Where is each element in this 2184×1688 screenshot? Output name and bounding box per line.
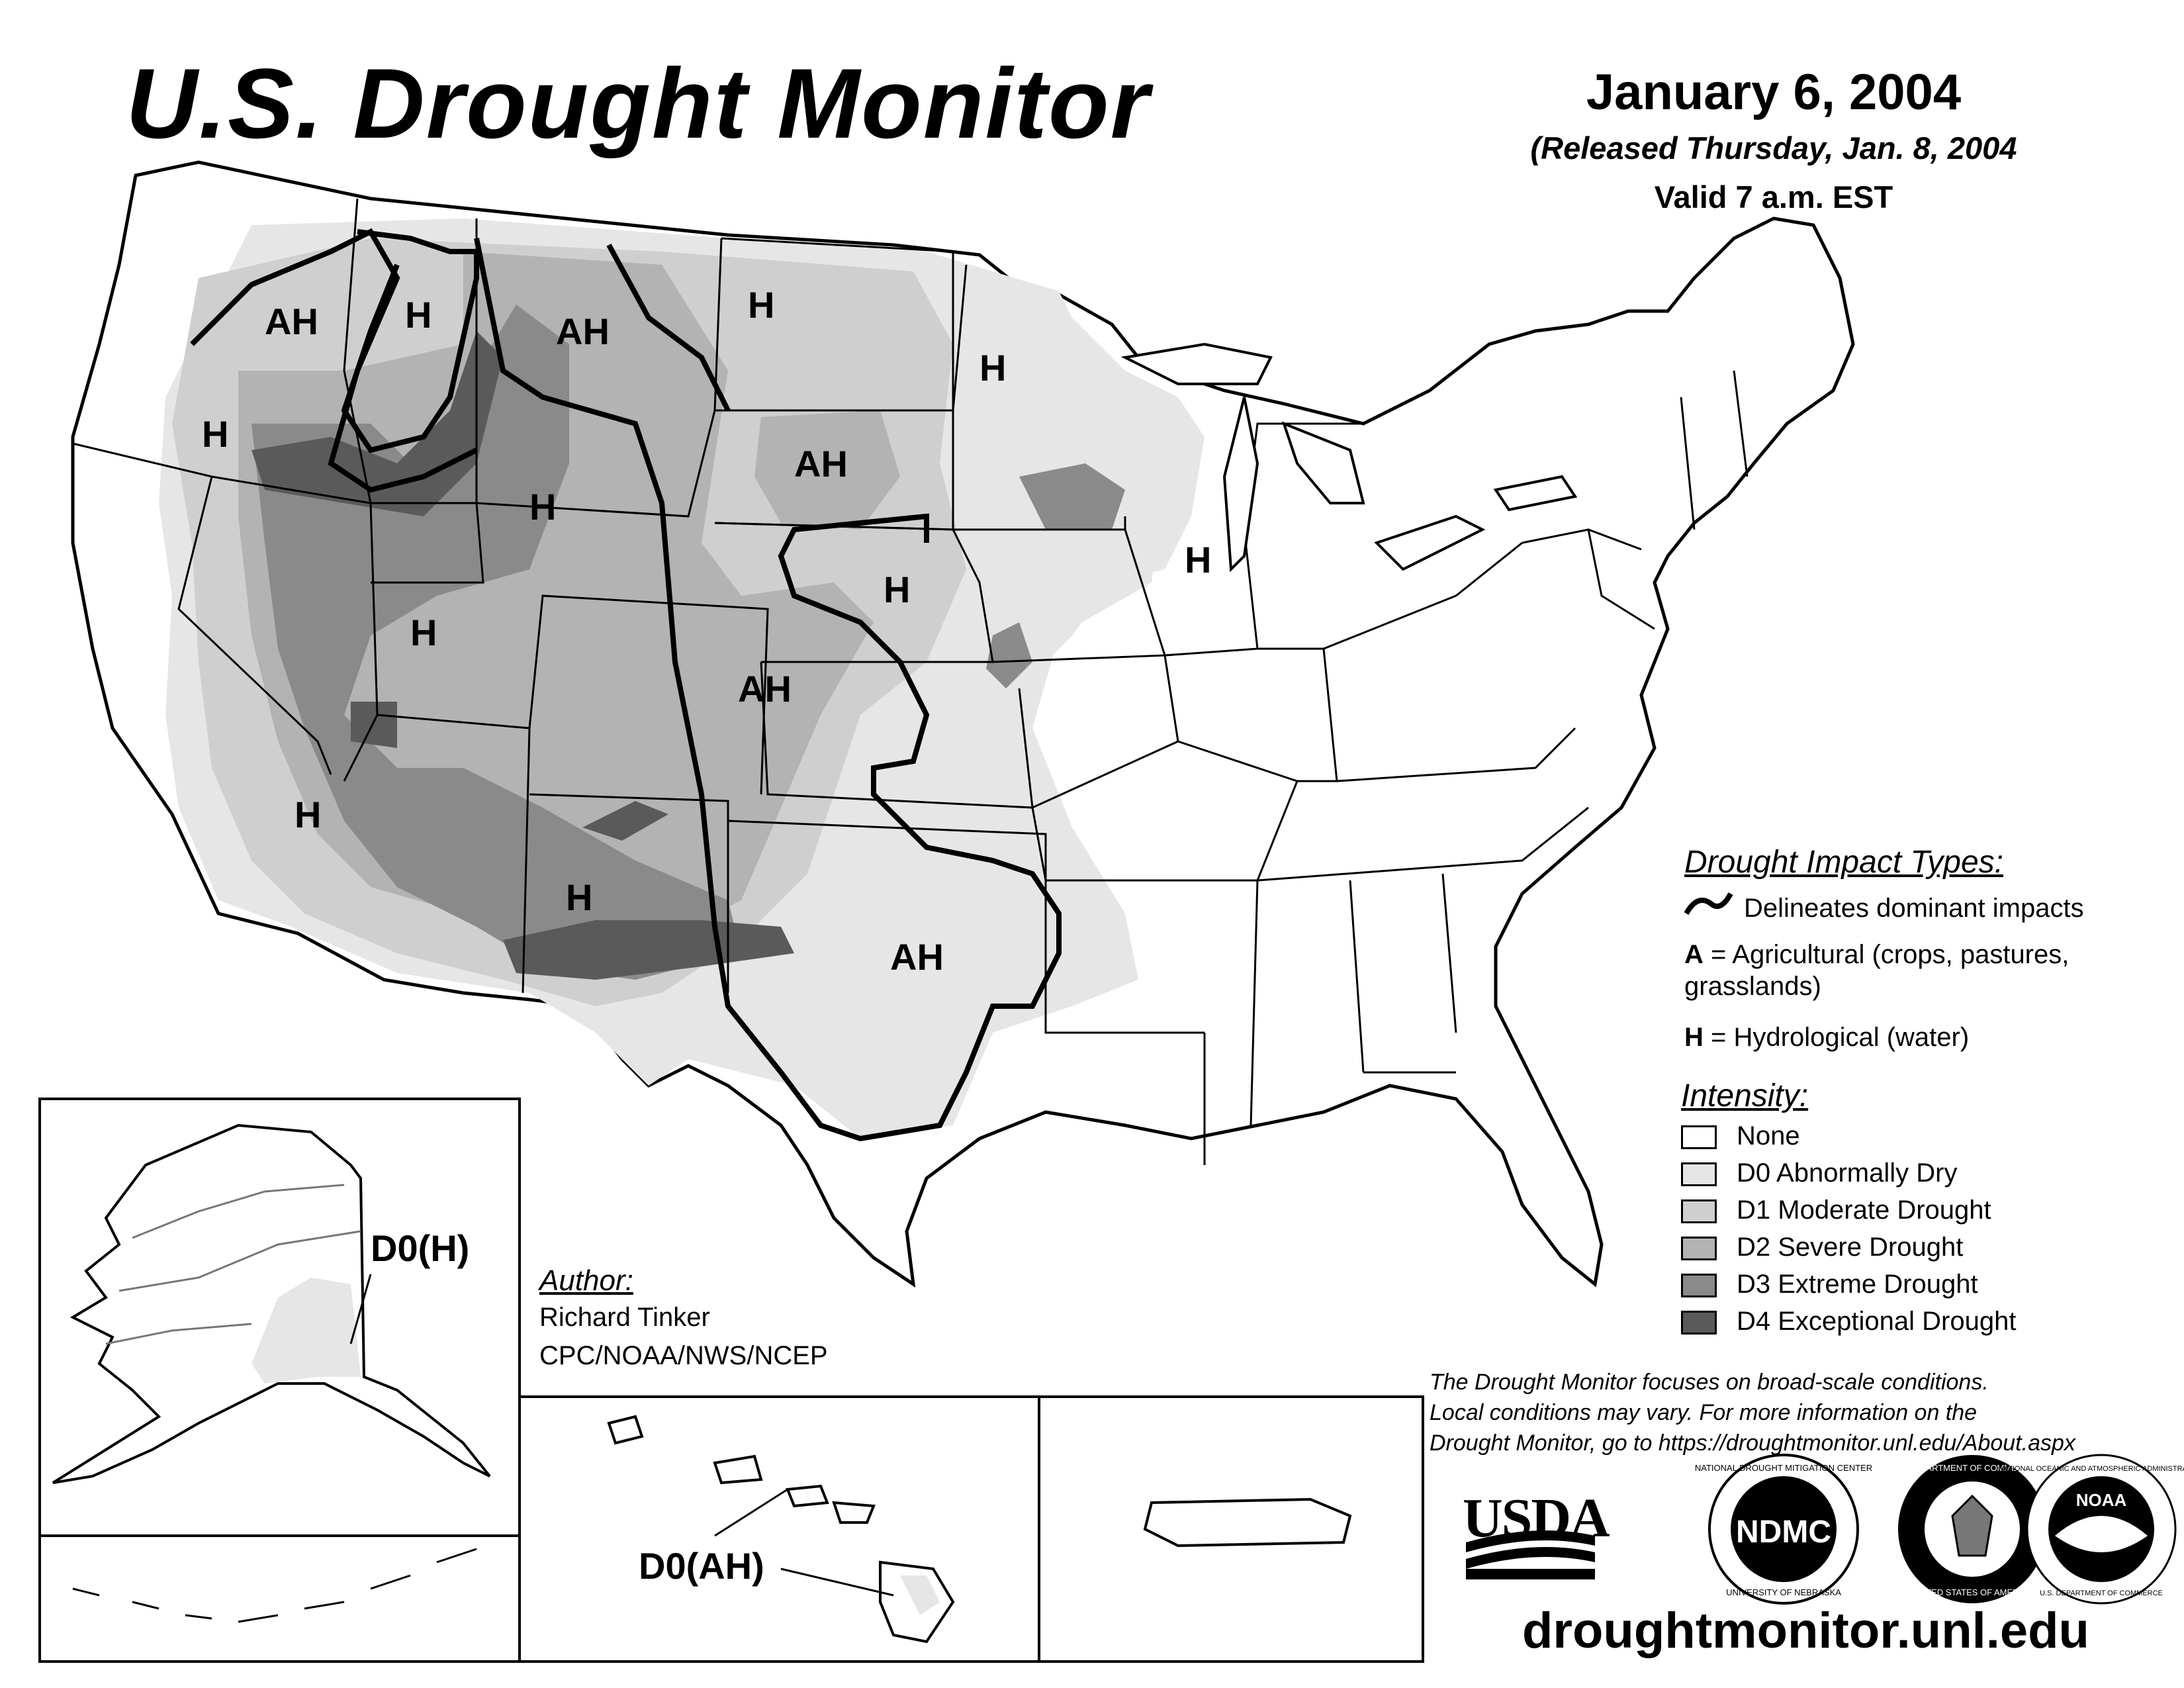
impact-boundary-lines	[190, 228, 1062, 1142]
impact-legend-hydrological: H = Hydrological (water)	[1684, 1023, 1969, 1053]
hawaii-leader-line-2	[780, 1568, 894, 1597]
disclaimer-line-1: The Drought Monitor focuses on broad-sca…	[1430, 1370, 1989, 1395]
impact-line-mt-nd	[606, 244, 731, 412]
intensity-swatch-2	[1681, 1199, 1717, 1223]
label-h-ut: H	[410, 612, 437, 653]
agricultural-text-2: grasslands)	[1684, 972, 1821, 1001]
author-org: CPC/NOAA/NWS/NCEP	[539, 1341, 828, 1370]
agricultural-key: A	[1684, 940, 1704, 969]
label-h-ca: H	[295, 794, 321, 835]
label-h-id: H	[405, 294, 432, 336]
impact-line-id-mt	[341, 229, 479, 453]
author-name: Richard Tinker	[539, 1303, 710, 1332]
ndmc-logo: NDMC NATIONAL DROUGHT MITIGATION CENTER …	[1695, 1454, 1872, 1605]
label-h-wi: H	[1185, 539, 1211, 581]
hydrological-key: H	[1684, 1023, 1704, 1052]
noaa-ring-top-text: NATIONAL OCEANIC AND ATMOSPHERIC ADMINIS…	[1999, 1465, 2184, 1473]
valid-time: Valid 7 a.m. EST	[1654, 179, 1893, 214]
alaska-shape	[52, 1123, 491, 1484]
intensity-label-1: D0 Abnormally Dry	[1737, 1158, 1958, 1188]
intensity-label-5: D4 Exceptional Drought	[1737, 1307, 2017, 1336]
intensity-label-0: None	[1737, 1121, 1800, 1150]
intensity-swatch-0	[1681, 1125, 1717, 1149]
intensity-swatch-4	[1681, 1274, 1717, 1297]
usda-logo-text: USDA	[1463, 1487, 1610, 1549]
map-title: U.S. Drought Monitor	[126, 48, 1151, 159]
label-h-nm: H	[566, 876, 592, 918]
map-date: January 6, 2004	[1586, 64, 1962, 120]
label-ah-wa: AH	[265, 301, 318, 342]
label-h-mn: H	[979, 347, 1006, 389]
d3-area-mn	[1019, 463, 1125, 530]
ndmc-ring-bottom-text: UNIVERSITY OF NEBRASKA	[1726, 1587, 1841, 1597]
label-ah-mt: AH	[556, 310, 610, 352]
intensity-label-4: D3 Extreme Drought	[1737, 1270, 1978, 1299]
hawaii-islands	[607, 1415, 955, 1644]
intensity-swatch-5	[1681, 1311, 1717, 1335]
drought-shading	[159, 218, 1205, 1139]
alaska-leader-line	[349, 1274, 372, 1344]
disclaimer-line-2: Local conditions may vary. For more info…	[1430, 1400, 1978, 1425]
alaska-rivers	[105, 1184, 361, 1345]
label-ah-tx: AH	[890, 936, 944, 978]
intensity-legend-heading: Intensity:	[1681, 1078, 1809, 1113]
great-lakes	[1120, 342, 1578, 573]
hydrological-text: = Hydrological (water)	[1711, 1023, 1970, 1052]
usda-logo-bars	[1466, 1530, 1595, 1579]
website-link[interactable]: droughtmonitor.unl.edu	[1522, 1603, 2089, 1659]
d3-area-ia	[986, 622, 1032, 688]
label-ah-sd: AH	[794, 443, 848, 485]
label-h-nd: H	[748, 284, 774, 326]
intensity-swatch-1	[1681, 1162, 1717, 1186]
agricultural-text: = Agricultural (crops, pastures,	[1711, 940, 2070, 969]
label-ah-ks: AH	[738, 668, 792, 710]
label-h-wy: H	[529, 486, 556, 528]
aleutian-islands	[72, 1548, 477, 1623]
noaa-logo-text: NOAA	[2076, 1490, 2127, 1510]
label-h-or: H	[202, 413, 228, 455]
intensity-legend: None D0 Abnormally Dry D1 Moderate Drought…	[1681, 1121, 2078, 1350]
doc-ring-bottom-text: UNITED STATES OF AMERICA	[1911, 1587, 2034, 1597]
d4-area-co	[582, 801, 668, 841]
disclaimer-line-3[interactable]: Drought Monitor, go to https://droughtmo…	[1430, 1430, 2075, 1456]
label-hawaii: D0(AH)	[639, 1545, 764, 1587]
d4-area-nm	[503, 920, 794, 980]
author-heading: Author:	[539, 1264, 633, 1297]
impact-legend-line-item: Delineates dominant impacts	[1744, 894, 2084, 923]
ndmc-ring-top-text: NATIONAL DROUGHT MITIGATION CENTER	[1695, 1463, 1872, 1473]
label-alaska: D0(H)	[371, 1227, 469, 1269]
map-labels: AH H AH H H H AH H H H H AH H H AH	[202, 284, 1211, 978]
release-date: (Released Thursday, Jan. 8, 2004	[1530, 130, 2017, 165]
inset-frames	[38, 1098, 1424, 1663]
impact-line-mt-wy	[474, 238, 1062, 1142]
impact-line-legend-glyph	[1684, 892, 1733, 915]
noaa-ring-bottom-text: U.S. DEPARTMENT OF COMMERCE	[2040, 1589, 2163, 1597]
puerto-rico-shape	[1143, 1497, 1352, 1548]
impact-line-wa	[190, 228, 478, 493]
d4-area-ut	[351, 702, 397, 748]
alaska-d0-area	[251, 1278, 361, 1383]
intensity-label-2: D1 Moderate Drought	[1737, 1196, 1991, 1225]
label-h-ne: H	[884, 569, 910, 610]
hawaii-d0-area	[900, 1575, 940, 1615]
ndmc-logo-text: NDMC	[1736, 1515, 1831, 1550]
impact-legend-heading: Drought Impact Types:	[1684, 845, 2003, 880]
d2-area-sd	[754, 410, 900, 530]
disclaimer-text: The Drought Monitor focuses on broad-sca…	[1430, 1367, 2177, 1458]
hawaii-leader-line-1	[714, 1488, 788, 1537]
doc-ring-top-text: DEPARTMENT OF COMMERCE	[1909, 1463, 2036, 1473]
impact-legend-agricultural: A = Agricultural (crops, pastures,	[1684, 940, 2069, 970]
intensity-label-3: D2 Severe Drought	[1737, 1233, 1964, 1262]
intensity-swatch-3	[1681, 1237, 1717, 1260]
department-of-commerce-logo: DEPARTMENT OF COMMERCE UNITED STATES OF …	[1898, 1455, 2046, 1603]
state-boundaries	[72, 198, 1749, 1165]
noaa-logo: NOAA NATIONAL OCEANIC AND ATMOSPHERIC AD…	[1999, 1454, 2184, 1605]
